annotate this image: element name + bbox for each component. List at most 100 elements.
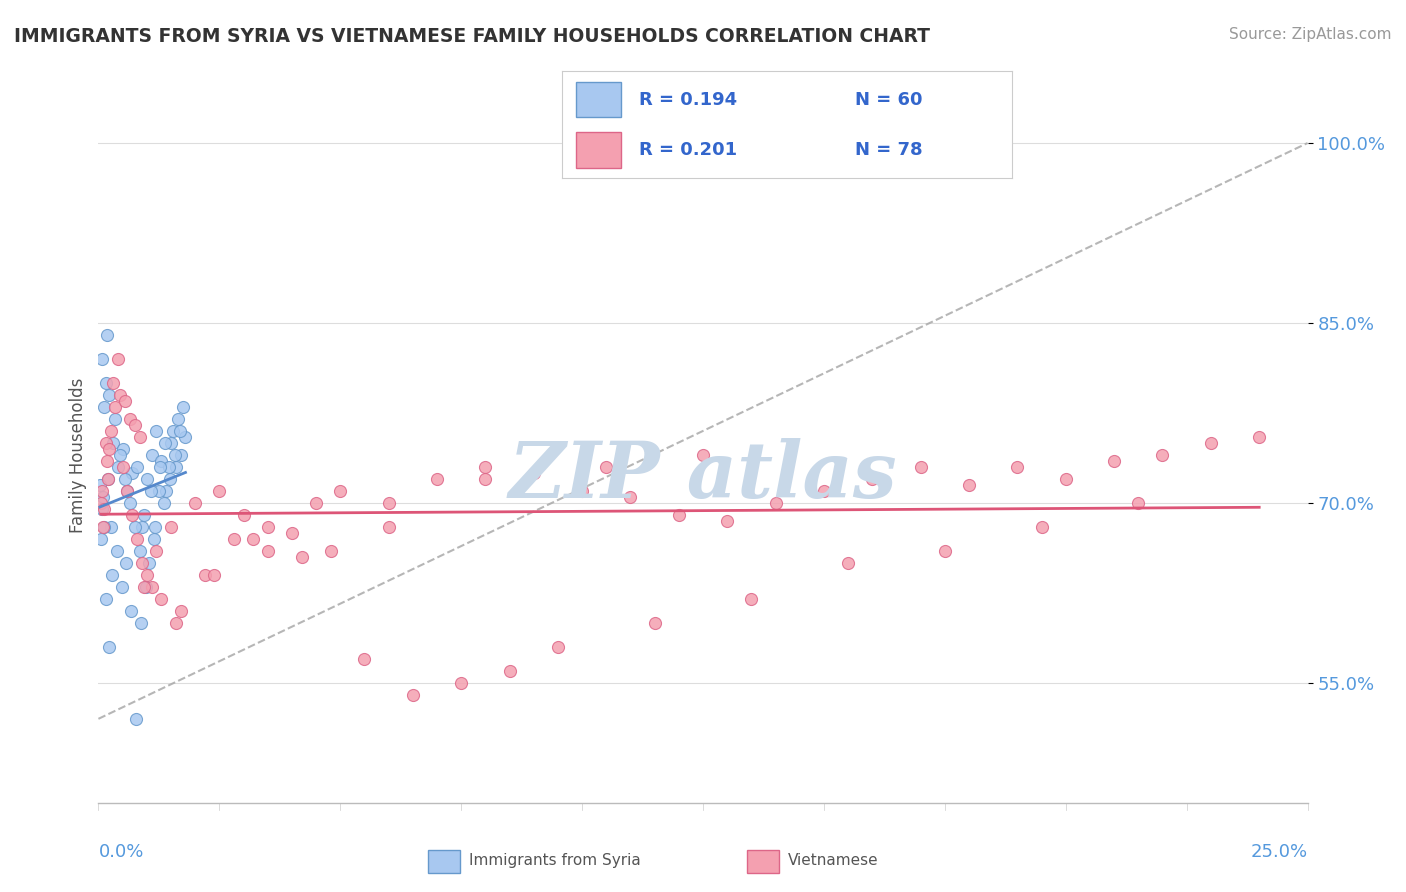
FancyBboxPatch shape	[747, 850, 779, 873]
Point	[547, 640, 569, 654]
Point	[131, 520, 153, 534]
Point	[127, 459, 149, 474]
Y-axis label: Family Households: Family Households	[69, 377, 87, 533]
Point	[169, 448, 191, 462]
Point	[474, 459, 496, 474]
Point	[100, 424, 122, 438]
Point	[242, 532, 264, 546]
Point	[115, 556, 138, 570]
Point	[117, 483, 139, 498]
Point	[128, 544, 150, 558]
Point	[100, 520, 122, 534]
Point	[91, 351, 114, 366]
Point	[90, 496, 112, 510]
Point	[208, 483, 231, 498]
Point	[135, 580, 157, 594]
Point	[94, 436, 117, 450]
Point	[89, 478, 111, 492]
Point	[172, 400, 194, 414]
Point	[1102, 454, 1125, 468]
Point	[96, 328, 118, 343]
Point	[96, 454, 118, 468]
Point	[1152, 448, 1174, 462]
Point	[125, 712, 148, 726]
Point	[93, 520, 115, 534]
Text: N = 60: N = 60	[855, 91, 922, 109]
Point	[111, 580, 134, 594]
Point	[167, 412, 190, 426]
Text: IMMIGRANTS FROM SYRIA VS VIETNAMESE FAMILY HOUSEHOLDS CORRELATION CHART: IMMIGRANTS FROM SYRIA VS VIETNAMESE FAMI…	[14, 27, 929, 45]
Text: 25.0%: 25.0%	[1250, 843, 1308, 861]
Point	[108, 388, 131, 402]
Point	[450, 676, 472, 690]
Point	[837, 556, 859, 570]
Point	[155, 483, 177, 498]
Point	[377, 520, 399, 534]
Text: N = 78: N = 78	[855, 141, 922, 159]
Text: ZIP atlas: ZIP atlas	[509, 438, 897, 514]
Text: Immigrants from Syria: Immigrants from Syria	[470, 854, 641, 868]
Point	[118, 412, 141, 426]
Point	[169, 424, 191, 438]
Point	[290, 549, 312, 564]
Point	[111, 442, 134, 456]
Point	[150, 454, 173, 468]
Point	[135, 567, 157, 582]
Point	[523, 466, 546, 480]
Point	[108, 448, 131, 462]
Point	[169, 604, 191, 618]
Point	[426, 472, 449, 486]
Point	[1249, 430, 1271, 444]
Point	[97, 472, 120, 486]
Point	[98, 388, 121, 402]
Point	[163, 448, 186, 462]
Point	[644, 615, 666, 630]
Point	[104, 412, 127, 426]
Point	[134, 508, 156, 522]
Point	[111, 459, 134, 474]
Point	[91, 520, 114, 534]
Point	[118, 496, 141, 510]
Point	[145, 424, 167, 438]
Text: 0.0%: 0.0%	[98, 843, 143, 861]
Point	[107, 459, 129, 474]
Point	[160, 520, 183, 534]
Point	[162, 424, 184, 438]
Point	[93, 502, 115, 516]
Point	[813, 483, 835, 498]
FancyBboxPatch shape	[576, 82, 621, 118]
Point	[957, 478, 980, 492]
Point	[121, 508, 143, 522]
Point	[97, 640, 120, 654]
Point	[101, 567, 124, 582]
Point	[121, 466, 143, 480]
Text: R = 0.201: R = 0.201	[638, 141, 737, 159]
Point	[256, 520, 278, 534]
Point	[91, 483, 114, 498]
Point	[129, 615, 152, 630]
Point	[150, 591, 173, 606]
Point	[141, 580, 163, 594]
Text: R = 0.194: R = 0.194	[638, 91, 737, 109]
Point	[135, 472, 157, 486]
Point	[498, 664, 520, 678]
Point	[165, 459, 187, 474]
Point	[131, 556, 153, 570]
Point	[127, 532, 149, 546]
Point	[860, 472, 883, 486]
Point	[124, 520, 146, 534]
Point	[149, 459, 172, 474]
Point	[145, 544, 167, 558]
Point	[152, 496, 174, 510]
Point	[194, 567, 217, 582]
Point	[329, 483, 352, 498]
Point	[165, 615, 187, 630]
Point	[148, 483, 170, 498]
Point	[716, 514, 738, 528]
Point	[114, 472, 136, 486]
Point	[740, 591, 762, 606]
Point	[138, 556, 160, 570]
Point	[765, 496, 787, 510]
Point	[97, 472, 120, 486]
Point	[141, 448, 163, 462]
